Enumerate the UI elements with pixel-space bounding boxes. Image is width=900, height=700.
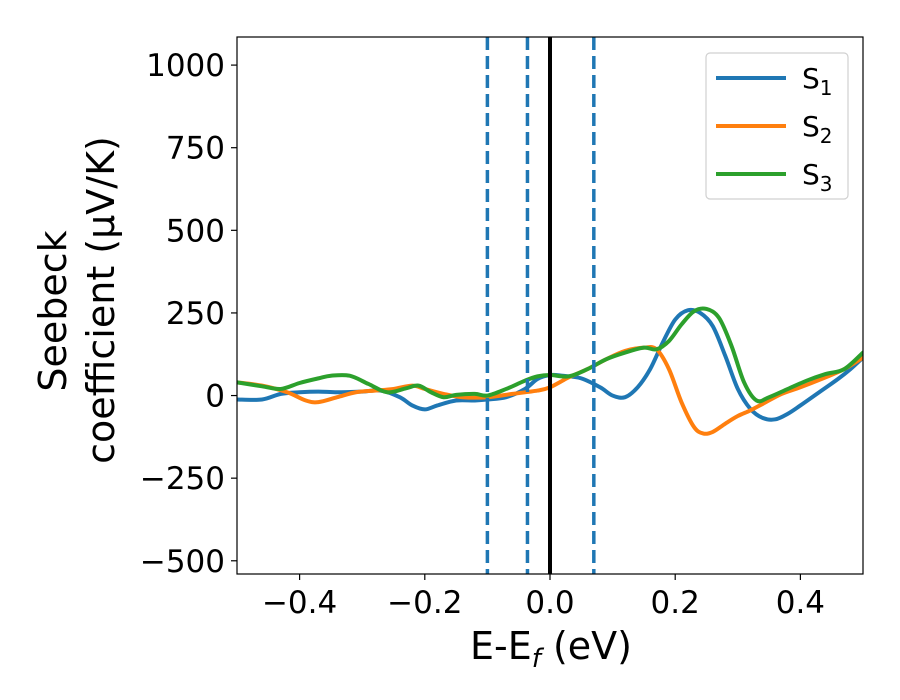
legend: S1 S2 S3 <box>705 52 849 200</box>
y-tick-label: 750 <box>166 131 225 167</box>
x-tick-label: 0.2 <box>651 585 700 621</box>
plot-area <box>237 37 863 574</box>
y-tick-label: 250 <box>166 296 225 332</box>
axis-titles: E-Ef (eV) Seebeck coefficient (μV/K) <box>31 136 632 674</box>
x-tick-label: −0.2 <box>387 585 462 621</box>
y-tick-label: −500 <box>140 544 225 580</box>
x-tick-label: 0.4 <box>776 585 825 621</box>
y-tick-label: 1000 <box>146 48 225 84</box>
x-tick-label: −0.4 <box>262 585 337 621</box>
x-axis-title: E-Ef (eV) <box>470 624 632 674</box>
y-axis-title-line2: coefficient (μV/K) <box>79 136 123 464</box>
legend-label-s2: S2 <box>802 110 833 148</box>
y-tick-label: 0 <box>205 379 225 415</box>
y-tick-label: −250 <box>140 461 225 497</box>
axes: −0.4 −0.2 0.0 0.2 0.4 −500 −250 0 250 500 750 1000 <box>140 36 864 621</box>
legend-label-s1: S1 <box>802 62 833 100</box>
y-tick-label: 500 <box>166 213 225 249</box>
plot-clipped <box>237 37 863 574</box>
legend-label-s3: S3 <box>802 158 833 196</box>
x-tick-label: 0.0 <box>525 585 574 621</box>
series-line-s3 <box>237 306 863 404</box>
y-axis-title-line1: Seebeck <box>31 230 75 391</box>
